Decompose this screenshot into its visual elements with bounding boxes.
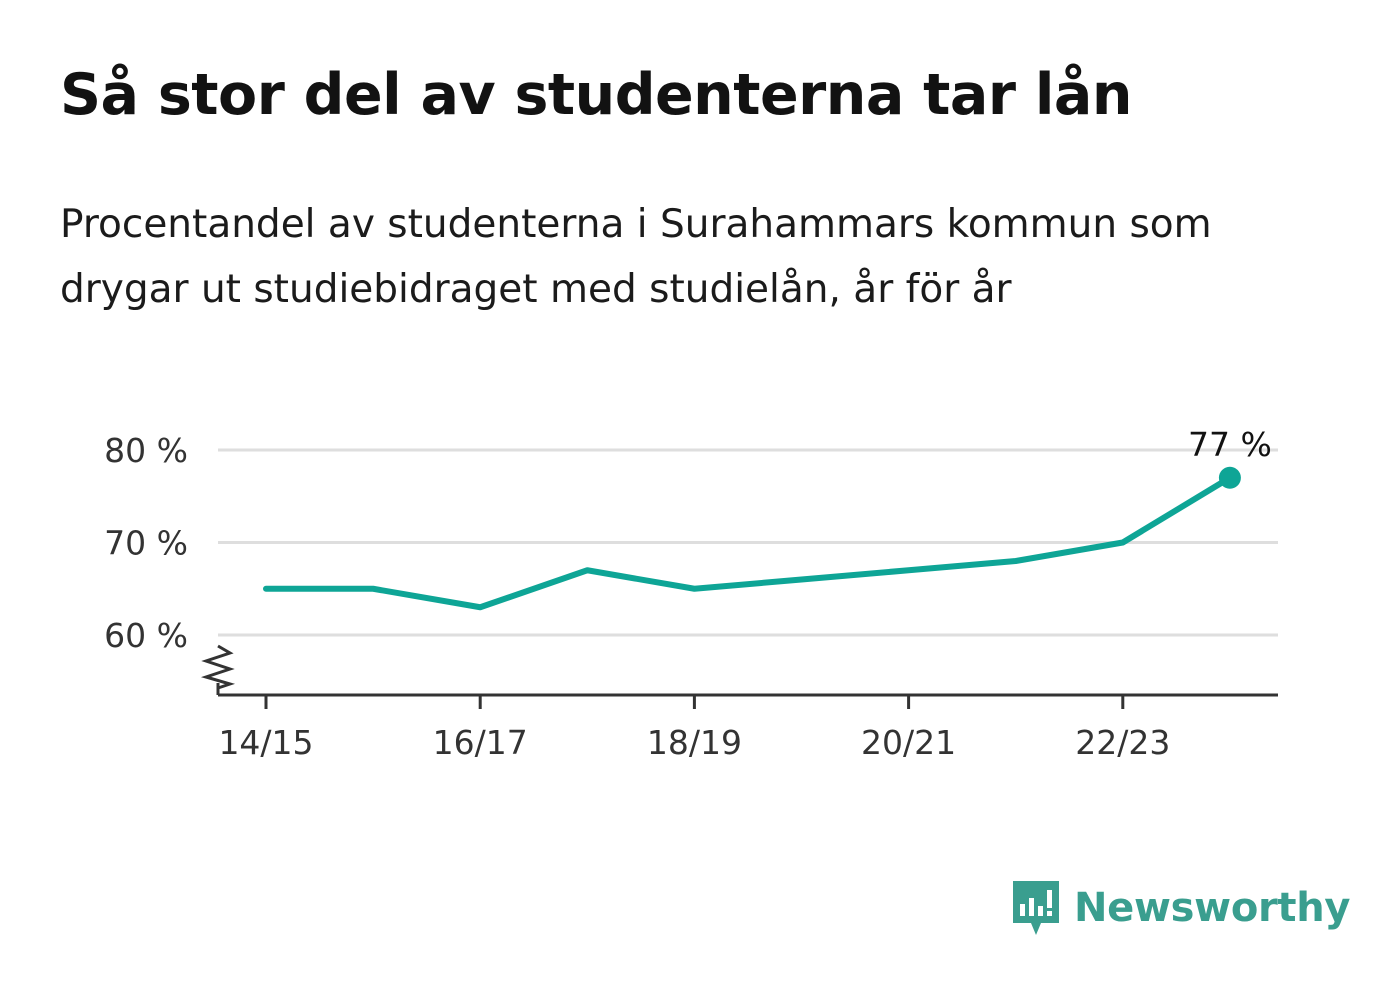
x-tick-label: 22/23 [1075,723,1170,762]
end-point-marker [1218,466,1241,489]
labels: 60 % 70 % 80 % 14/15 16/17 18/19 20/21 22/23 77 … [104,425,1272,762]
chart-title: Så stor del av studenterna tar lån [60,62,1132,128]
x-tick-label: 14/15 [218,723,313,762]
chart-subtitle: Procentandel av studenterna i Surahammar… [60,202,1212,312]
axes [200,644,1278,709]
gridlines [218,448,1278,637]
axis-break-icon [200,644,236,690]
y-tick-label: 80 % [104,431,188,470]
x-tick-label: 20/21 [861,723,956,762]
newsworthy-logo-icon [1013,881,1059,935]
y-tick-label: 60 % [104,616,188,655]
end-value-label: 77 % [1188,425,1272,464]
newsworthy-logo: Newsworthy [1010,878,1351,938]
x-tick-label: 18/19 [647,723,742,762]
x-tick-label: 16/17 [433,723,528,762]
y-tick-label: 70 % [104,524,188,563]
series-line [263,474,1233,611]
brand-name: Newsworthy [1074,885,1351,931]
series [263,466,1241,611]
